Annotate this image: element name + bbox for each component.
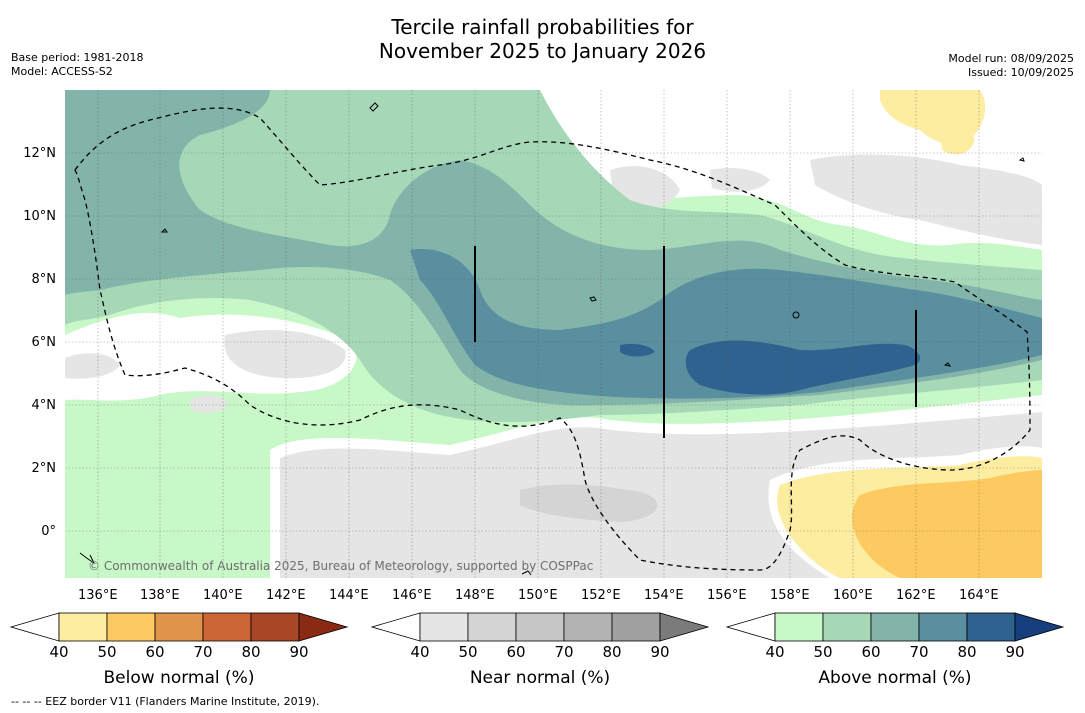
lat-label: 8°N (31, 272, 57, 287)
colorbar-tick: 50 (458, 643, 478, 661)
copyright-credit: © Commonwealth of Australia 2025, Bureau… (88, 559, 594, 573)
lat-label: 4°N (31, 398, 57, 413)
colorbar-tick: 90 (289, 643, 309, 661)
colorbar-tick: 40 (765, 643, 785, 661)
lat-label: 12°N (23, 146, 56, 161)
colorbar-tick: 90 (650, 643, 670, 661)
colorbar-tick: 70 (554, 643, 574, 661)
colorbar-tick: 60 (145, 643, 165, 661)
lon-label: 146°E (392, 588, 432, 603)
lon-label: 140°E (203, 588, 243, 603)
colorbar-tick: 60 (861, 643, 881, 661)
lon-label: 144°E (329, 588, 369, 603)
colorbar-below-normal (9, 612, 349, 642)
lon-label: 152°E (581, 588, 621, 603)
below-normal-40-ne-2 (940, 128, 975, 155)
model-run: Model run: 08/09/2025 (948, 52, 1074, 65)
lon-label: 154°E (644, 588, 684, 603)
colorbar-tick: 60 (506, 643, 526, 661)
colorbar-tick: 40 (410, 643, 430, 661)
lon-label: 162°E (896, 588, 936, 603)
near-normal-ne-fill-3 (710, 168, 770, 192)
islands (79, 102, 1025, 576)
colorbar-tick: 40 (49, 643, 69, 661)
lon-label: 150°E (518, 588, 558, 603)
map-gridlines (65, 90, 1042, 578)
lon-label: 142°E (266, 588, 306, 603)
base-period: Base period: 1981-2018 (11, 51, 144, 64)
colorbar-tick: 50 (97, 643, 117, 661)
issued-date: Issued: 10/09/2025 (967, 66, 1074, 79)
lon-label: 138°E (140, 588, 180, 603)
colorbar-tick: 80 (957, 643, 977, 661)
lon-label: 164°E (959, 588, 999, 603)
colorbar-title-near: Near normal (%) (469, 668, 611, 688)
below-normal-50-se (852, 470, 1042, 578)
colorbar-title-above: Above normal (%) (818, 668, 972, 688)
lon-label: 156°E (707, 588, 747, 603)
colorbar-tick: 50 (813, 643, 833, 661)
eez-footnote: -- -- -- EEZ border V11 (Flanders Marine… (11, 695, 320, 708)
model-name: Model: ACCESS-S2 (11, 65, 113, 78)
meridian-markers (474, 246, 917, 438)
near-normal-west-fill-2 (65, 353, 120, 379)
colorbar-tick: 90 (1005, 643, 1025, 661)
above-normal-80-region-2 (620, 343, 655, 357)
near-normal-ne-fill-2 (810, 154, 1042, 245)
lon-label: 136°E (78, 588, 118, 603)
near-normal-west-fill-3 (190, 395, 228, 413)
lon-label: 160°E (833, 588, 873, 603)
colorbar-tick: 80 (602, 643, 622, 661)
lon-label: 158°E (770, 588, 810, 603)
lat-label: 0° (41, 524, 56, 539)
near-normal-south-core (520, 484, 658, 522)
eez-border (74, 107, 1031, 571)
title-line-2: November 2025 to January 2026 (378, 39, 707, 63)
colorbar-above-normal (725, 612, 1065, 642)
colorbar-tick: 70 (909, 643, 929, 661)
above-normal-80-region (685, 340, 921, 395)
colorbar-tick: 70 (193, 643, 213, 661)
colorbar-tick: 80 (241, 643, 261, 661)
lat-label: 2°N (31, 461, 57, 476)
colorbar-near-normal (370, 612, 710, 642)
lat-label: 10°N (23, 209, 56, 224)
probability-map (65, 90, 1042, 578)
lat-label: 6°N (31, 335, 57, 350)
title-line-1: Tercile rainfall probabilities for (391, 15, 694, 39)
lon-label: 148°E (455, 588, 495, 603)
colorbar-title-below: Below normal (%) (103, 668, 255, 688)
